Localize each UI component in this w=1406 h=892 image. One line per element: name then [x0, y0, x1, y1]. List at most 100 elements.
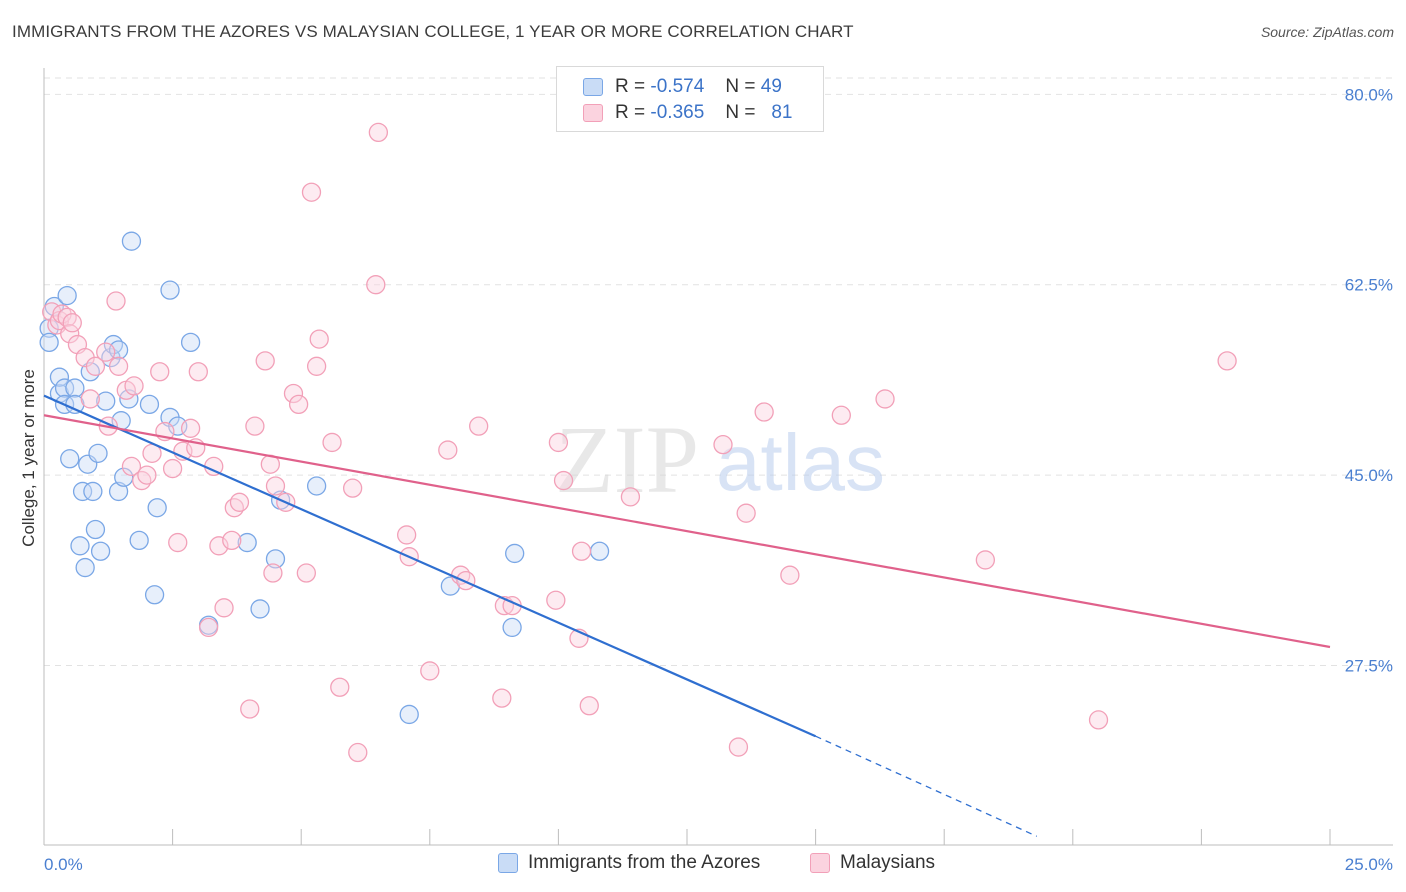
azores-point [306, 476, 327, 496]
azores-point [60, 449, 80, 469]
azores-point [103, 334, 124, 355]
x-tick-label: 0.0% [44, 855, 83, 874]
azores-point [80, 362, 100, 382]
tick-labels: 27.5% 45.0% 62.5% 80.0% 0.0% 25.0% [44, 85, 1393, 874]
malaysians-point [368, 122, 389, 143]
bottom-legend-label-malaysians: Malaysians [840, 852, 936, 873]
azores-point [83, 481, 103, 502]
trend-lines [43, 394, 1331, 837]
source-label: Source: ZipAtlas.com [1260, 24, 1394, 40]
malaysians-point [265, 476, 286, 496]
malaysians-point [438, 440, 458, 460]
x-tick-label: 25.0% [1345, 855, 1393, 874]
malaysians-point [188, 362, 208, 382]
azores-point [129, 530, 149, 551]
malaysians-point [492, 688, 512, 708]
malaysians-point [62, 313, 82, 333]
malaysians-point [296, 563, 316, 583]
legend-r-value: -0.574 [650, 76, 705, 97]
malaysians-point [121, 456, 142, 477]
y-tick-label: 27.5% [1345, 656, 1393, 675]
azores-point [72, 481, 93, 502]
malaysians-point [106, 291, 126, 311]
azores-point [88, 443, 108, 463]
malaysians-point [80, 389, 100, 409]
malaysians-point [875, 389, 895, 409]
axes [43, 68, 1393, 846]
azores-trend-line [43, 394, 817, 738]
malaysians-point [322, 432, 342, 453]
malaysians-point [831, 405, 851, 425]
azores-point [505, 543, 525, 564]
malaysians-point [1088, 710, 1109, 730]
legend-row-azores: R = -0.574 N = 49 [583, 74, 782, 100]
azores-trend-extension [815, 735, 1038, 837]
azores-point [54, 378, 75, 398]
azores-point [57, 285, 77, 306]
azores-point [589, 541, 610, 561]
azores-point [144, 585, 165, 605]
watermark-zip: ZIP [555, 406, 699, 513]
azores-point [160, 280, 180, 300]
malaysians-point [263, 563, 283, 583]
malaysians-point [548, 432, 569, 453]
malaysians-point [309, 329, 329, 349]
malaysians-point [255, 351, 275, 371]
malaysians-point [124, 376, 144, 396]
azores-point [139, 394, 160, 415]
y-tick-label: 62.5% [1345, 276, 1393, 295]
malaysians-point [342, 478, 363, 498]
malaysians-point [728, 737, 749, 757]
malaysians-point [245, 416, 265, 436]
azores-point [75, 557, 95, 578]
azores-point [250, 599, 270, 619]
malaysians-point [736, 503, 756, 523]
malaysians-point [108, 356, 129, 376]
azores-point [121, 231, 142, 251]
malaysians-point [214, 598, 234, 618]
legend-r-label: R = [615, 76, 646, 97]
legend-swatch-malaysians [583, 104, 603, 122]
legend-row-malaysians: R = -0.365 N = 81 [583, 100, 792, 126]
malaysians-point [240, 699, 260, 719]
bottom-legend-azores: Immigrants from the Azores [498, 852, 760, 874]
bottom-legend-swatch-malaysians [810, 853, 830, 873]
malaysians-point [198, 617, 219, 638]
malaysians-point [132, 470, 152, 491]
chart-title: IMMIGRANTS FROM THE AZORES VS MALAYSIAN … [12, 22, 854, 41]
malaysians-point [229, 492, 250, 512]
malaysians-point [57, 307, 77, 327]
legend-n-value: 81 [771, 102, 793, 123]
malaysians-point [180, 418, 201, 438]
malaysians-point [579, 696, 599, 716]
watermark: ZIP atlas [555, 406, 885, 513]
azores-point [180, 332, 201, 353]
legend-r-label: R = [615, 102, 646, 123]
malaysians-point [301, 182, 322, 202]
malaysians-point [366, 275, 386, 295]
azores-point [85, 519, 106, 540]
legend: R = -0.574 N = 49 R = -0.365 N = 81 [556, 66, 824, 132]
bottom-legend-label-azores: Immigrants from the Azores [528, 852, 761, 873]
malaysians-point [348, 742, 368, 763]
malaysians-point [283, 383, 304, 404]
azores-point [49, 367, 70, 387]
malaysians-point [1217, 351, 1237, 371]
malaysians-point [397, 525, 417, 545]
legend-swatch-azores [583, 78, 603, 96]
malaysians-point [546, 590, 566, 610]
malaysians-point [975, 550, 996, 570]
malaysians-point [469, 416, 489, 436]
azores-point [96, 391, 116, 411]
malaysians-point [224, 498, 244, 518]
azores-point [265, 549, 286, 569]
y-axis-title: College, 1 year or more [19, 369, 38, 547]
legend-n-label: N = [725, 76, 756, 97]
malaysians-point [222, 530, 242, 551]
legend-n-label: N = [725, 102, 756, 123]
bottom-legend-swatch-azores [498, 853, 518, 873]
azores-point [70, 536, 90, 556]
watermark-atlas: atlas [716, 418, 885, 507]
legend-n-value: 49 [760, 76, 782, 97]
malaysians-point [571, 541, 592, 561]
